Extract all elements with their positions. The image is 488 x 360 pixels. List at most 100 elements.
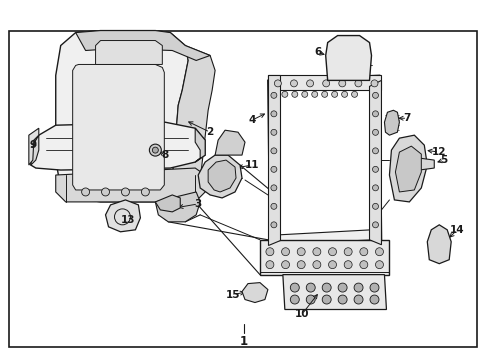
Circle shape: [121, 188, 129, 196]
Circle shape: [297, 248, 305, 256]
Text: 11: 11: [244, 160, 259, 170]
Polygon shape: [76, 31, 210, 60]
Text: 15: 15: [225, 289, 240, 300]
Circle shape: [281, 248, 289, 256]
Circle shape: [141, 188, 149, 196]
Circle shape: [372, 203, 378, 209]
Circle shape: [265, 261, 273, 269]
Polygon shape: [267, 75, 279, 245]
Circle shape: [353, 283, 362, 292]
Polygon shape: [73, 64, 164, 190]
Circle shape: [337, 295, 346, 304]
Text: 14: 14: [449, 225, 464, 235]
Polygon shape: [155, 192, 200, 222]
Polygon shape: [29, 128, 39, 165]
Polygon shape: [267, 75, 381, 90]
Circle shape: [291, 91, 297, 97]
Polygon shape: [172, 45, 215, 200]
Circle shape: [270, 203, 276, 209]
Text: 12: 12: [431, 147, 446, 157]
Circle shape: [149, 144, 161, 156]
Text: 4: 4: [248, 115, 255, 125]
Polygon shape: [155, 195, 180, 212]
Circle shape: [321, 91, 327, 97]
Polygon shape: [260, 240, 388, 275]
Circle shape: [322, 283, 330, 292]
Circle shape: [265, 248, 273, 256]
Circle shape: [270, 129, 276, 135]
Polygon shape: [56, 31, 188, 202]
Polygon shape: [427, 225, 450, 264]
Circle shape: [274, 80, 281, 87]
Text: 2: 2: [206, 127, 213, 137]
Bar: [9, 31, 476, 347]
Polygon shape: [31, 135, 39, 165]
Text: 8: 8: [162, 150, 168, 160]
Circle shape: [338, 80, 345, 87]
Circle shape: [290, 295, 299, 304]
Circle shape: [370, 80, 377, 87]
Circle shape: [270, 185, 276, 191]
Circle shape: [372, 166, 378, 172]
Circle shape: [328, 261, 336, 269]
Circle shape: [281, 261, 289, 269]
Circle shape: [152, 147, 158, 153]
Circle shape: [359, 248, 367, 256]
Circle shape: [372, 111, 378, 117]
Polygon shape: [31, 122, 205, 170]
Circle shape: [328, 248, 336, 256]
Circle shape: [337, 283, 346, 292]
Circle shape: [372, 148, 378, 154]
Circle shape: [369, 283, 378, 292]
Circle shape: [305, 283, 315, 292]
Polygon shape: [95, 41, 162, 64]
Polygon shape: [282, 275, 386, 310]
Circle shape: [369, 295, 378, 304]
Circle shape: [359, 261, 367, 269]
Circle shape: [81, 188, 89, 196]
Polygon shape: [242, 283, 267, 302]
Circle shape: [311, 91, 317, 97]
Circle shape: [305, 295, 315, 304]
Circle shape: [341, 91, 347, 97]
Circle shape: [353, 295, 362, 304]
Circle shape: [372, 222, 378, 228]
Polygon shape: [215, 130, 244, 155]
Circle shape: [306, 80, 313, 87]
Polygon shape: [395, 146, 421, 192]
Circle shape: [270, 166, 276, 172]
Circle shape: [344, 248, 351, 256]
Circle shape: [372, 185, 378, 191]
Circle shape: [290, 283, 299, 292]
Text: 13: 13: [121, 215, 136, 225]
Text: 3: 3: [194, 199, 202, 209]
Circle shape: [351, 91, 357, 97]
Circle shape: [270, 92, 276, 98]
Polygon shape: [369, 80, 381, 245]
Text: 9: 9: [29, 140, 36, 150]
Text: 5: 5: [440, 155, 447, 165]
Polygon shape: [198, 155, 242, 198]
Circle shape: [301, 91, 307, 97]
Circle shape: [372, 92, 378, 98]
Circle shape: [322, 80, 329, 87]
Circle shape: [102, 188, 109, 196]
Text: 7: 7: [403, 113, 410, 123]
Polygon shape: [384, 110, 399, 135]
Polygon shape: [105, 200, 140, 232]
Circle shape: [354, 80, 361, 87]
Text: 10: 10: [294, 310, 308, 319]
Polygon shape: [325, 36, 371, 80]
Circle shape: [344, 261, 351, 269]
Circle shape: [270, 222, 276, 228]
Polygon shape: [208, 160, 236, 192]
Circle shape: [322, 295, 330, 304]
Circle shape: [331, 91, 337, 97]
Circle shape: [270, 111, 276, 117]
Circle shape: [281, 91, 287, 97]
Circle shape: [312, 248, 320, 256]
Text: 6: 6: [313, 48, 321, 58]
Circle shape: [375, 248, 383, 256]
Polygon shape: [413, 158, 433, 170]
Circle shape: [372, 129, 378, 135]
